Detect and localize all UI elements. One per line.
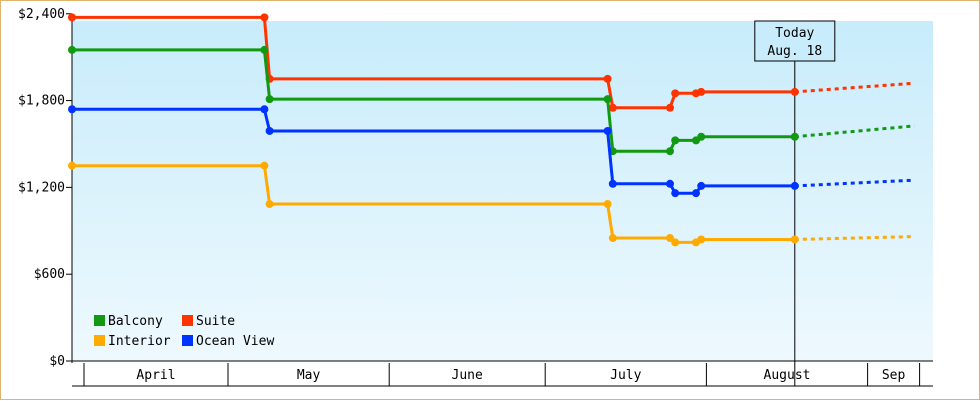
month-label: May: [297, 368, 321, 383]
month-label: June: [452, 368, 483, 383]
data-point-balcony: [666, 147, 674, 156]
legend-swatch-balcony: [94, 315, 105, 326]
data-point-suite: [666, 103, 674, 112]
legend-swatch-suite: [182, 315, 193, 326]
today-box: [754, 20, 836, 62]
y-tick-label: $0: [49, 354, 65, 369]
y-tick-label: $600: [34, 267, 65, 282]
data-point-balcony: [68, 45, 76, 54]
legend-swatch-interior: [94, 335, 105, 346]
data-point-ocean-view: [692, 189, 700, 198]
data-point-ocean-view: [608, 179, 617, 188]
series-projection-interior: [794, 235, 915, 241]
data-point-balcony: [260, 45, 269, 54]
data-point-suite: [68, 13, 76, 22]
data-point-ocean-view: [697, 181, 706, 190]
data-point-suite: [608, 103, 617, 112]
series-line-ocean-view: [72, 107, 795, 195]
month-label: August: [764, 368, 811, 383]
data-point-suite: [790, 87, 799, 96]
data-point-interior: [697, 235, 706, 244]
data-point-suite: [697, 87, 706, 96]
series-projection-ocean-view: [794, 178, 915, 188]
data-point-interior: [265, 200, 274, 209]
data-point-interior: [603, 200, 612, 209]
y-tick-label: $1,800: [18, 94, 65, 109]
data-point-balcony: [603, 95, 612, 104]
data-point-ocean-view: [260, 105, 269, 114]
data-point-interior: [68, 161, 76, 170]
month-label: Sep: [882, 368, 906, 383]
data-point-interior: [790, 235, 799, 244]
legend-label-interior: Interior: [108, 334, 171, 349]
data-point-ocean-view: [68, 105, 76, 114]
month-label: April: [136, 368, 175, 383]
legend-label-ocean-view: Ocean View: [196, 334, 274, 349]
data-point-ocean-view: [790, 181, 799, 190]
data-point-balcony: [265, 95, 274, 104]
today-label: Today: [775, 26, 814, 41]
y-tick-label: $1,200: [18, 180, 65, 195]
data-point-balcony: [697, 132, 706, 141]
data-point-ocean-view: [666, 179, 674, 188]
series-projection-suite: [794, 81, 915, 94]
month-label: July: [610, 368, 641, 383]
today-date-label: Aug. 18: [767, 44, 822, 59]
data-point-ocean-view: [603, 126, 612, 135]
data-point-balcony: [671, 136, 680, 145]
data-point-suite: [260, 13, 269, 22]
data-point-interior: [608, 234, 617, 243]
data-point-interior: [671, 238, 680, 247]
data-point-suite: [671, 89, 680, 98]
legend-label-suite: Suite: [196, 314, 235, 329]
plot-background: [72, 21, 933, 361]
legend-label-balcony: Balcony: [108, 314, 163, 329]
data-point-balcony: [790, 132, 799, 141]
data-point-ocean-view: [671, 189, 680, 198]
data-point-ocean-view: [265, 126, 274, 135]
legend-swatch-ocean-view: [182, 335, 193, 346]
y-tick-label: $2,400: [18, 7, 65, 22]
data-point-suite: [603, 74, 612, 83]
data-point-interior: [260, 161, 269, 170]
